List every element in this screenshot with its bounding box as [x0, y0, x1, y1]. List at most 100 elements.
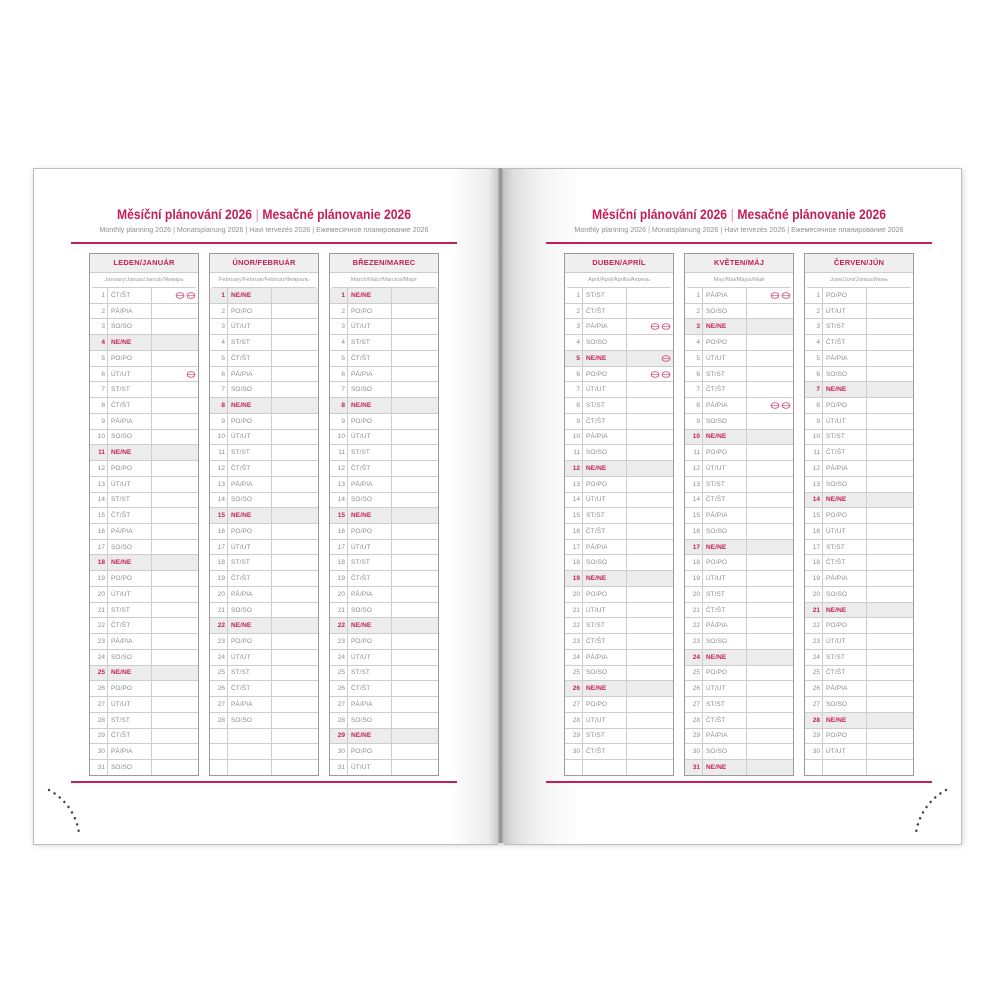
notes-cell — [152, 634, 198, 649]
day-abbreviation: PO/PO — [703, 335, 747, 350]
notes-cell — [867, 587, 913, 602]
day-abbreviation: ČT/ŠT — [228, 461, 272, 476]
day-number: 10 — [330, 429, 348, 445]
notes-cell — [747, 493, 793, 508]
notes-cell — [152, 650, 198, 665]
notes-cell — [272, 367, 318, 382]
holiday-icon — [770, 402, 780, 409]
day-row-sunday: 29 NE/NE — [330, 728, 438, 745]
day-number: 24 — [565, 649, 583, 665]
day-row: 30 ČT/ŠT — [565, 744, 673, 761]
day-row — [210, 760, 318, 775]
day-number: 2 — [90, 303, 108, 319]
day-number: 28 — [330, 712, 348, 728]
day-abbreviation: ČT/ŠT — [108, 618, 152, 634]
holiday-icon — [650, 370, 660, 378]
day-number: 14 — [90, 492, 108, 508]
day-number: 19 — [565, 571, 583, 586]
top-rule — [546, 242, 932, 244]
day-abbreviation: SO/SO — [228, 382, 272, 398]
notes-cell — [392, 744, 438, 759]
notes-cell — [867, 540, 913, 555]
day-abbreviation: ČT/ŠT — [703, 382, 747, 398]
day-row: 16 PO/PO — [210, 524, 318, 540]
day-number: 20 — [330, 586, 348, 602]
day-row: 7 ÚT/UT — [565, 382, 673, 399]
day-number: 27 — [330, 697, 348, 712]
notes-cell — [747, 430, 793, 445]
day-abbreviation: ST/ST — [703, 366, 747, 382]
day-number: 7 — [565, 382, 583, 398]
day-row-sunday: 1 NE/NE — [210, 288, 318, 304]
notes-cell — [867, 461, 913, 476]
notes-cell — [392, 493, 438, 508]
day-row: 2 SO/SO — [685, 303, 793, 320]
page-title-cz: Měsíční plánování 2026 — [591, 207, 728, 222]
day-number: 26 — [565, 681, 583, 697]
day-number: 13 — [90, 476, 108, 492]
day-abbreviation: NE/NE — [108, 335, 152, 350]
notes-cell — [152, 729, 198, 744]
page-title-sk: Mesačné plánovanie 2026 — [262, 207, 411, 222]
day-row: 15 ST/ST — [565, 508, 673, 525]
day-abbreviation: ČT/ŠT — [228, 571, 272, 586]
notes-cell — [152, 288, 198, 303]
notes-cell — [867, 634, 913, 649]
notes-cell — [747, 461, 793, 476]
notes-cell — [627, 430, 673, 445]
day-row: 3 ÚT/UT — [210, 319, 318, 336]
day-row: 20 ÚT/UT — [90, 586, 198, 603]
notes-cell — [392, 540, 438, 555]
day-row: 5 ÚT/UT — [685, 350, 793, 367]
day-abbreviation: PO/PO — [348, 303, 392, 319]
day-row: 6 PO/PO — [565, 366, 673, 383]
day-number: 12 — [805, 461, 823, 476]
day-abbreviation: SO/SO — [823, 476, 867, 492]
day-number: 4 — [685, 335, 703, 350]
day-abbreviation: PO/PO — [703, 665, 747, 681]
month-table: ÚNOR/FEBRUÁR February/Februar/Február/Фе… — [209, 253, 319, 776]
day-row: 21 SO/SO — [330, 602, 438, 619]
notes-cell — [152, 367, 198, 382]
day-number: 5 — [330, 350, 348, 366]
day-number: 3 — [330, 319, 348, 335]
day-abbreviation: ST/ST — [703, 697, 747, 712]
notes-cell — [867, 493, 913, 508]
day-abbreviation: SO/SO — [823, 366, 867, 382]
day-abbreviation: PO/PO — [228, 524, 272, 539]
day-abbreviation: ST/ST — [228, 555, 272, 571]
book-gutter — [498, 168, 504, 843]
notes-cell — [747, 571, 793, 586]
day-abbreviation: SO/SO — [108, 760, 152, 775]
notes-cell — [867, 351, 913, 366]
day-row: 11 PO/PO — [685, 445, 793, 462]
left-page: Měsíční plánování 2026 | Mesačné plánovani… — [33, 168, 498, 845]
notes-cell — [392, 618, 438, 633]
notes-cell — [627, 414, 673, 429]
day-number: 24 — [330, 649, 348, 665]
day-row-sunday: 11 NE/NE — [90, 445, 198, 462]
notes-cell — [392, 587, 438, 602]
day-row: 19 ČT/ŠT — [210, 571, 318, 587]
day-abbreviation — [228, 728, 272, 744]
day-row: 27 PÁ/PIA — [330, 697, 438, 713]
day-row: 5 ČT/ŠT — [330, 350, 438, 367]
day-row: 23 ÚT/UT — [805, 634, 913, 650]
day-number: 5 — [210, 350, 228, 366]
notes-cell — [392, 367, 438, 382]
day-row: 5 ČT/ŠT — [210, 350, 318, 367]
day-row: 27 SO/SO — [805, 697, 913, 713]
day-abbreviation: PO/PO — [108, 350, 152, 366]
day-row: 21 ÚT/UT — [565, 602, 673, 619]
notes-cell — [747, 587, 793, 602]
notes-cell — [627, 304, 673, 319]
holiday-icon — [781, 292, 791, 299]
notes-cell — [747, 335, 793, 350]
day-number: 10 — [685, 429, 703, 445]
day-row: 20 SO/SO — [805, 586, 913, 603]
day-abbreviation: PÁ/PIA — [228, 476, 272, 492]
day-abbreviation: ÚT/UT — [228, 429, 272, 445]
day-abbreviation: ČT/ŠT — [228, 681, 272, 697]
day-abbreviation: PÁ/PIA — [583, 319, 627, 335]
day-number: 23 — [805, 634, 823, 649]
